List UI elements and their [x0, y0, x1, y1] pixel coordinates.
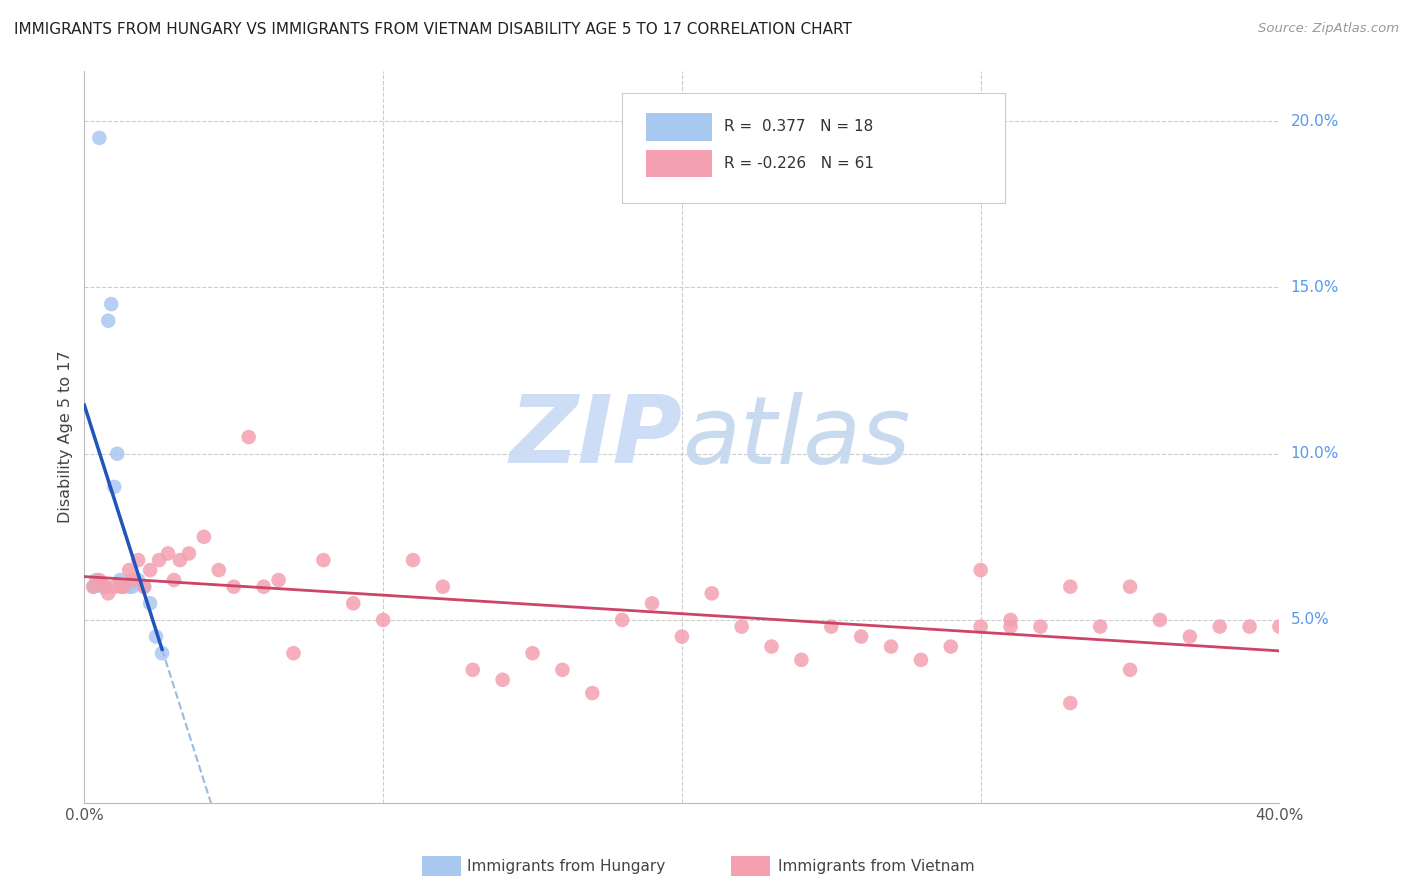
- Point: [880, 640, 903, 654]
- Text: 10.0%: 10.0%: [1291, 446, 1339, 461]
- Point: [103, 580, 125, 594]
- Y-axis label: Disability Age 5 to 17: Disability Age 5 to 17: [58, 351, 73, 524]
- Point: [461, 663, 484, 677]
- Text: R = -0.226   N = 61: R = -0.226 N = 61: [724, 156, 873, 171]
- Point: [121, 573, 143, 587]
- Point: [208, 563, 231, 577]
- Point: [910, 653, 932, 667]
- Point: [1000, 613, 1022, 627]
- Point: [148, 553, 170, 567]
- Point: [89, 131, 111, 145]
- Point: [169, 553, 191, 567]
- Point: [1239, 619, 1261, 633]
- Point: [82, 580, 104, 594]
- Point: [105, 447, 128, 461]
- Point: [671, 630, 693, 644]
- Point: [790, 653, 813, 667]
- Point: [267, 573, 290, 587]
- Text: ZIP: ZIP: [509, 391, 682, 483]
- Bar: [647, 113, 711, 141]
- Point: [1088, 619, 1111, 633]
- Point: [118, 580, 141, 594]
- Text: 20.0%: 20.0%: [1291, 114, 1339, 128]
- Point: [432, 580, 454, 594]
- Point: [139, 596, 162, 610]
- Point: [157, 546, 180, 560]
- Point: [1178, 630, 1201, 644]
- Text: 15.0%: 15.0%: [1291, 280, 1339, 295]
- Point: [112, 580, 135, 594]
- Point: [94, 580, 117, 594]
- Text: 5.0%: 5.0%: [1291, 613, 1329, 627]
- Point: [110, 580, 132, 594]
- Point: [761, 640, 783, 654]
- Point: [970, 563, 993, 577]
- Point: [700, 586, 723, 600]
- Point: [150, 646, 173, 660]
- Point: [1029, 619, 1052, 633]
- Point: [112, 580, 135, 594]
- Point: [103, 480, 125, 494]
- Point: [1149, 613, 1171, 627]
- Bar: [647, 150, 711, 178]
- Point: [820, 619, 842, 633]
- Point: [849, 630, 872, 644]
- Point: [121, 580, 143, 594]
- Point: [127, 573, 149, 587]
- Text: R =  0.377   N = 18: R = 0.377 N = 18: [724, 120, 873, 135]
- Point: [89, 573, 111, 587]
- Point: [145, 630, 167, 644]
- Point: [132, 580, 156, 594]
- Point: [118, 563, 141, 577]
- Point: [97, 586, 120, 600]
- Point: [100, 297, 122, 311]
- Text: atlas: atlas: [682, 392, 910, 483]
- Point: [86, 573, 108, 587]
- Text: IMMIGRANTS FROM HUNGARY VS IMMIGRANTS FROM VIETNAM DISABILITY AGE 5 TO 17 CORREL: IMMIGRANTS FROM HUNGARY VS IMMIGRANTS FR…: [14, 22, 852, 37]
- Text: Immigrants from Hungary: Immigrants from Hungary: [467, 859, 665, 873]
- Point: [193, 530, 215, 544]
- Point: [1059, 580, 1081, 594]
- Point: [492, 673, 515, 687]
- Point: [1119, 580, 1142, 594]
- Point: [222, 580, 245, 594]
- Point: [522, 646, 544, 660]
- Point: [132, 580, 156, 594]
- Text: Source: ZipAtlas.com: Source: ZipAtlas.com: [1258, 22, 1399, 36]
- Point: [939, 640, 962, 654]
- Point: [1059, 696, 1081, 710]
- Point: [127, 553, 149, 567]
- Point: [163, 573, 186, 587]
- Point: [110, 573, 132, 587]
- Point: [731, 619, 754, 633]
- Point: [1119, 663, 1142, 677]
- Point: [581, 686, 603, 700]
- Point: [177, 546, 200, 560]
- Point: [1208, 619, 1232, 633]
- Point: [551, 663, 574, 677]
- Point: [97, 314, 120, 328]
- Point: [970, 619, 993, 633]
- Point: [1000, 619, 1022, 633]
- Point: [342, 596, 364, 610]
- FancyBboxPatch shape: [621, 94, 1004, 203]
- Point: [238, 430, 260, 444]
- Point: [94, 580, 117, 594]
- Point: [371, 613, 394, 627]
- Point: [91, 580, 114, 594]
- Text: Immigrants from Vietnam: Immigrants from Vietnam: [778, 859, 974, 873]
- Point: [139, 563, 162, 577]
- Point: [253, 580, 276, 594]
- Point: [312, 553, 335, 567]
- Point: [402, 553, 425, 567]
- Point: [610, 613, 633, 627]
- Point: [641, 596, 664, 610]
- Point: [82, 580, 104, 594]
- Point: [283, 646, 305, 660]
- Point: [1268, 619, 1291, 633]
